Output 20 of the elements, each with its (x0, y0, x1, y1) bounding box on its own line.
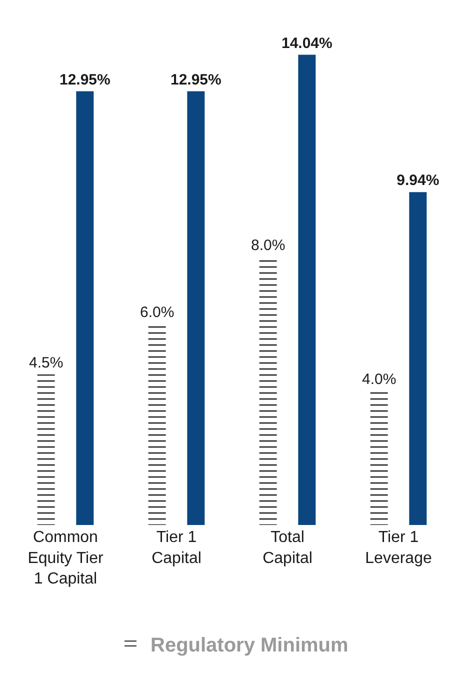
bar (76, 91, 94, 525)
data-label: 4.5% (28, 354, 64, 372)
bar (148, 324, 166, 525)
bar (187, 91, 205, 525)
data-label: 8.0% (250, 237, 286, 254)
x-tick-label: Tier 1 Leverage (365, 529, 432, 567)
data-label: 14.04% (281, 34, 332, 52)
text: Regulatory Minimum (150, 634, 348, 656)
bar (298, 54, 316, 525)
data-label: 9.94% (396, 172, 440, 190)
bar (37, 374, 55, 525)
data-label: 4.0% (362, 371, 396, 388)
data-label: 12.95% (170, 71, 222, 88)
data-label: 6.0% (140, 304, 174, 322)
bar (409, 192, 427, 525)
x-tick-label: Common Equity Tier 1 Capital (28, 529, 104, 588)
x-tick-label: Tier 1 Capital (152, 529, 202, 567)
x-tick-label: Total Capital (262, 529, 312, 567)
bar (370, 391, 388, 525)
data-label: 12.95% (59, 71, 110, 88)
